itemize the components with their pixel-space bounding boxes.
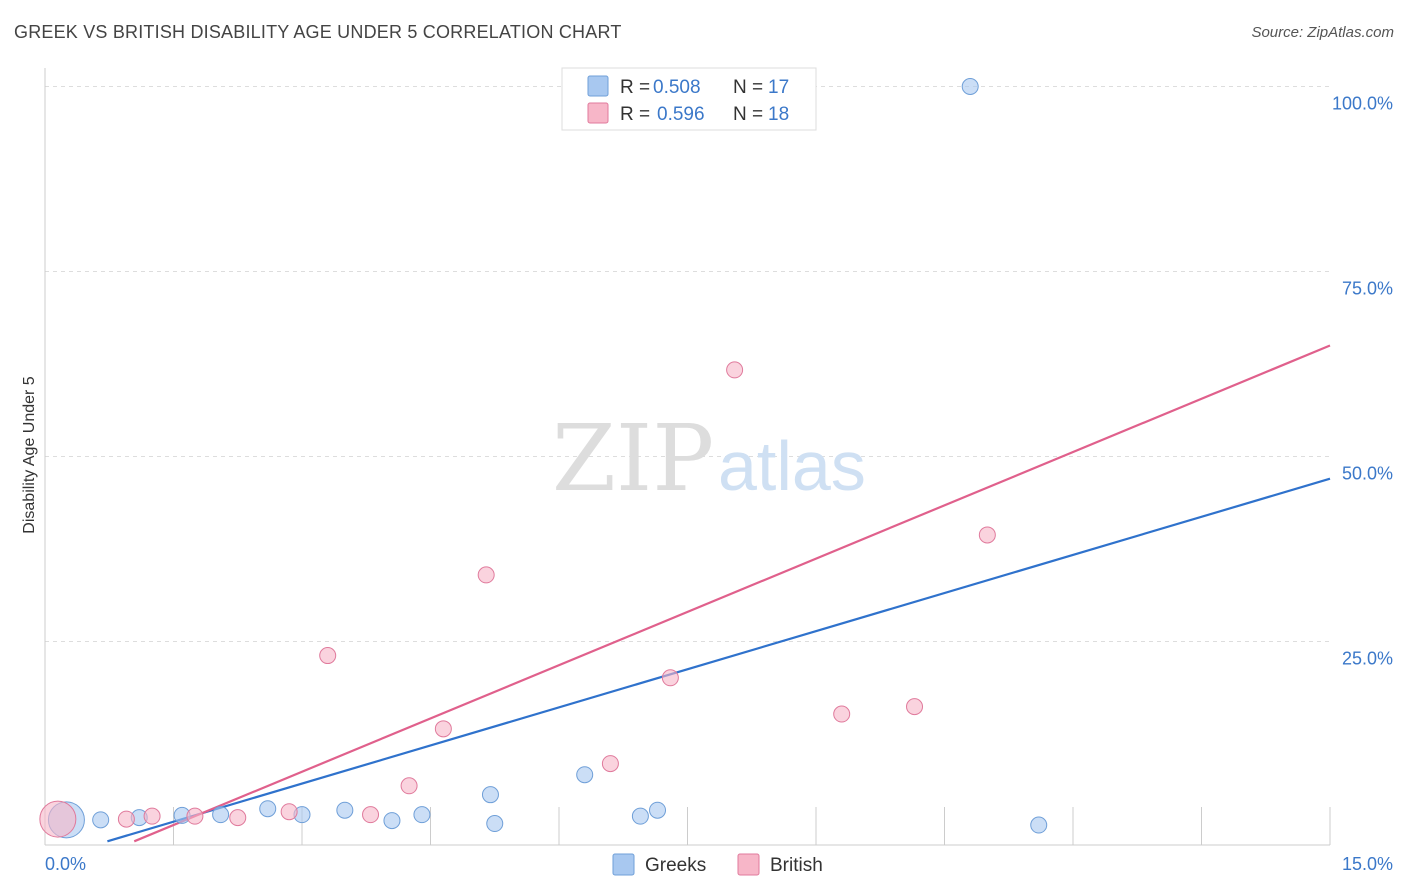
point-british: [906, 698, 924, 716]
stats-n-value-british: 18: [768, 104, 789, 125]
point-british: [400, 777, 418, 795]
point-greeks: [481, 786, 499, 804]
point-greeks: [259, 800, 277, 818]
stats-legend-swatch-greeks: [587, 75, 609, 97]
point-greeks: [961, 78, 979, 95]
x-tick-label: 0.0%: [45, 854, 86, 874]
point-british: [434, 720, 452, 738]
point-british: [833, 705, 851, 723]
watermark-zip: ZIP: [552, 405, 714, 512]
y-tick-label: 100.0%: [1332, 94, 1393, 114]
chart-title: GREEK VS BRITISH DISABILITY AGE UNDER 5 …: [14, 22, 622, 42]
point-british: [229, 809, 247, 827]
point-british: [280, 803, 298, 821]
stats-n-value-greeks: 17: [768, 77, 789, 98]
watermark: ZIP atlas: [552, 405, 866, 512]
stats-r-value-greeks: 0.508: [653, 77, 701, 98]
point-greeks: [212, 806, 230, 824]
watermark-atlas: atlas: [718, 427, 866, 505]
point-greeks: [413, 806, 431, 824]
stats-r-value-british: 0.596: [657, 104, 705, 125]
y-tick-label: 50.0%: [1342, 464, 1393, 484]
trend-lines: [107, 344, 1331, 843]
point-british: [117, 810, 135, 828]
point-british: [39, 800, 77, 838]
point-british: [362, 806, 380, 824]
stats-r-label-british: R =: [620, 104, 650, 125]
y-axis-label: Disability Age Under 5: [21, 376, 38, 534]
legend-swatch-greeks: [612, 853, 635, 876]
x-tick-label: 15.0%: [1342, 854, 1393, 874]
tick-labels: 25.0% 50.0% 75.0% 100.0% 0.0% 15.0%: [45, 94, 1393, 875]
point-british: [477, 566, 495, 584]
stats-n-label-greeks: N =: [733, 77, 763, 98]
point-greeks: [631, 807, 649, 825]
stats-legend: R = 0.508 N = 17 R = 0.596 N = 18: [561, 67, 817, 131]
legend-label-british: British: [770, 855, 823, 876]
trend-line-british: [133, 344, 1331, 843]
stats-n-label-british: N =: [733, 104, 763, 125]
point-british: [661, 669, 679, 687]
series-legend: Greeks British: [612, 853, 823, 876]
point-british: [978, 526, 996, 544]
stats-r-label-greeks: R =: [620, 77, 650, 98]
point-british: [726, 361, 744, 379]
point-greeks: [383, 812, 401, 830]
source-credit: Source: ZipAtlas.com: [1251, 24, 1394, 41]
point-british: [601, 755, 619, 773]
legend-label-greeks: Greeks: [645, 855, 706, 876]
point-british: [319, 647, 337, 665]
y-tick-label: 25.0%: [1342, 649, 1393, 669]
axes-layer: [44, 68, 1330, 846]
stats-legend-swatch-british: [587, 102, 609, 124]
points-layer: [39, 78, 1048, 839]
point-greeks: [486, 815, 504, 833]
legend-swatch-british: [737, 853, 760, 876]
point-british: [186, 807, 204, 825]
y-tick-label: 75.0%: [1342, 279, 1393, 299]
point-greeks: [649, 801, 667, 819]
point-british: [143, 807, 161, 825]
point-greeks: [1030, 816, 1048, 834]
point-greeks: [92, 811, 110, 829]
point-greeks: [576, 766, 594, 784]
point-greeks: [336, 801, 354, 819]
trend-line-greeks: [107, 477, 1331, 843]
